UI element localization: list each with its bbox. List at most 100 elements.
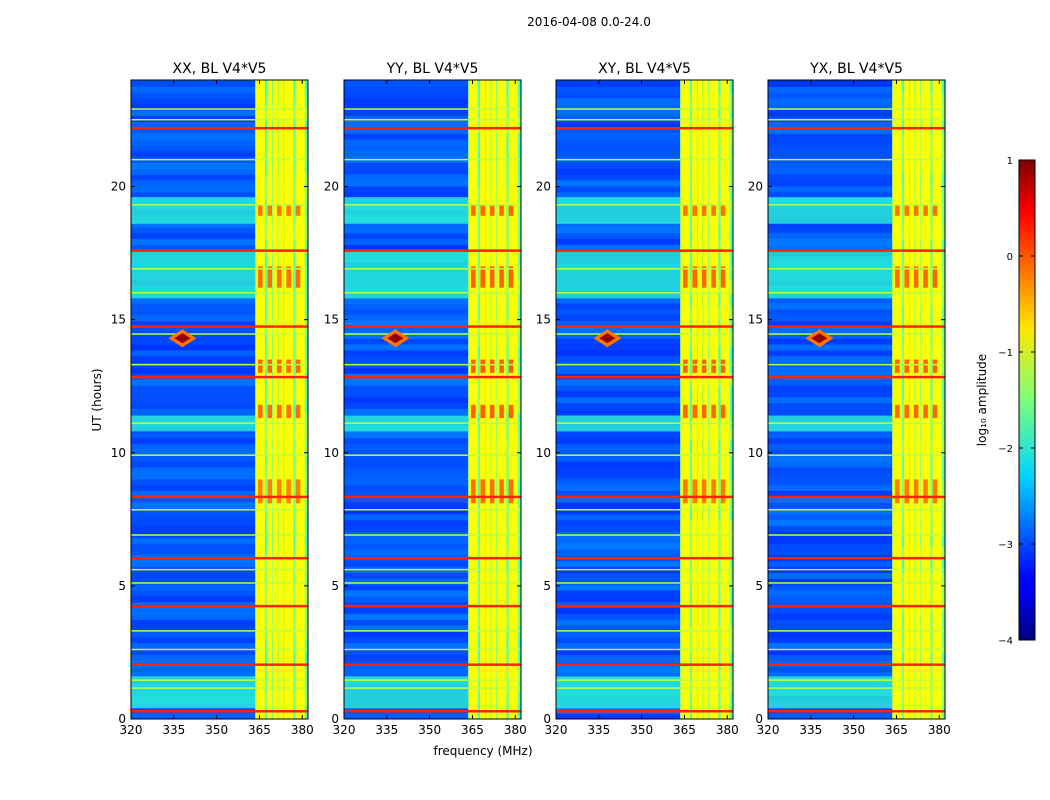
enhanced-period xyxy=(131,197,256,224)
noise-row xyxy=(768,109,945,117)
rfi-hotspot xyxy=(480,266,486,288)
noise-row xyxy=(344,191,521,199)
rfi-line xyxy=(131,556,308,560)
x-axis-label: frequency (MHz) xyxy=(433,744,532,758)
rfi-hotspot xyxy=(489,359,495,373)
noise-row xyxy=(768,238,945,246)
rfi-hotspot xyxy=(923,359,928,373)
noise-row xyxy=(344,631,521,638)
rfi-hotspot xyxy=(932,479,938,504)
noise-row xyxy=(768,338,945,345)
noise-row xyxy=(131,408,308,415)
noise-row xyxy=(131,619,308,626)
rfi-line xyxy=(768,108,945,110)
rfi-hotspot xyxy=(895,205,900,216)
rfi-hotspot xyxy=(711,359,716,373)
noise-row xyxy=(768,461,945,468)
noise-row xyxy=(556,103,733,111)
y-tick-label: 20 xyxy=(536,180,551,194)
noise-row xyxy=(768,162,945,169)
rfi-line xyxy=(556,268,733,270)
rfi-hotspot xyxy=(683,266,688,288)
rfi-hotspot xyxy=(480,205,486,216)
noise-row xyxy=(768,355,945,363)
noise-row xyxy=(344,115,521,123)
noise-row xyxy=(556,92,733,99)
x-tick-label: 380 xyxy=(504,723,527,737)
x-tick-label: 335 xyxy=(375,723,398,737)
noise-row xyxy=(768,168,945,175)
rfi-line xyxy=(556,108,733,110)
noise-row xyxy=(131,502,308,509)
noise-row xyxy=(131,455,308,462)
colorbar-tick-label: −4 xyxy=(998,636,1013,647)
noise-row xyxy=(344,127,521,134)
rfi-line xyxy=(131,495,308,499)
rfi-hotspot xyxy=(489,479,495,504)
noise-row xyxy=(768,513,945,521)
panel-image xyxy=(131,80,308,719)
noise-row xyxy=(131,133,308,140)
rfi-line xyxy=(344,363,521,366)
rfi-channel xyxy=(472,80,478,719)
noise-row xyxy=(131,484,308,492)
rfi-line xyxy=(131,648,308,651)
rfi-line xyxy=(768,687,945,689)
noise-row xyxy=(768,226,945,234)
colorbar-tick-label: 1 xyxy=(1007,156,1013,167)
rfi-line xyxy=(768,204,945,206)
rfi-channel xyxy=(936,80,942,719)
x-tick-label: 350 xyxy=(630,723,653,737)
rfi-line xyxy=(344,534,521,536)
rfi-hotspot xyxy=(932,205,938,216)
rfi-line xyxy=(556,568,733,571)
noise-row xyxy=(768,619,945,626)
noise-row xyxy=(344,455,521,462)
x-tick-label: 320 xyxy=(333,723,356,737)
noise-row xyxy=(556,86,733,93)
rfi-line xyxy=(131,679,308,681)
noise-row xyxy=(131,666,308,673)
noise-row xyxy=(344,408,521,415)
rfi-line xyxy=(344,375,521,379)
noise-row xyxy=(556,344,733,351)
noise-row xyxy=(556,396,733,404)
panel-frame xyxy=(130,79,309,720)
rfi-hotspot xyxy=(258,266,263,288)
x-tick-label: 365 xyxy=(248,723,271,737)
noise-row xyxy=(131,344,308,351)
noise-row xyxy=(344,390,521,398)
rfi-line xyxy=(131,249,308,252)
noise-row xyxy=(768,607,945,615)
rfi-line xyxy=(131,375,308,379)
noise-row xyxy=(344,320,521,328)
noise-row xyxy=(556,168,733,175)
noise-row xyxy=(768,590,945,597)
noise-row xyxy=(344,314,521,322)
noise-row xyxy=(344,472,521,480)
rfi-channel xyxy=(288,80,294,719)
rfi-hotspot xyxy=(711,479,716,504)
noise-row xyxy=(344,174,521,181)
noise-row xyxy=(556,654,733,661)
rfi-channel xyxy=(892,80,898,719)
noise-row xyxy=(131,402,308,410)
noise-row xyxy=(768,431,945,439)
noise-row xyxy=(768,631,945,638)
noise-row xyxy=(131,490,308,497)
rfi-hotspot xyxy=(267,266,273,288)
noise-row xyxy=(556,525,733,533)
rfi-channel xyxy=(299,80,305,719)
enhanced-period xyxy=(131,250,256,299)
noise-row xyxy=(131,226,308,234)
noise-row xyxy=(131,174,308,181)
rfi-line xyxy=(768,126,945,130)
noise-row xyxy=(344,560,521,568)
noise-row xyxy=(344,636,521,644)
noise-row xyxy=(344,180,521,187)
rfi-line xyxy=(344,630,521,632)
noise-row xyxy=(768,115,945,123)
rfi-line xyxy=(131,710,308,713)
noise-row xyxy=(344,144,521,152)
